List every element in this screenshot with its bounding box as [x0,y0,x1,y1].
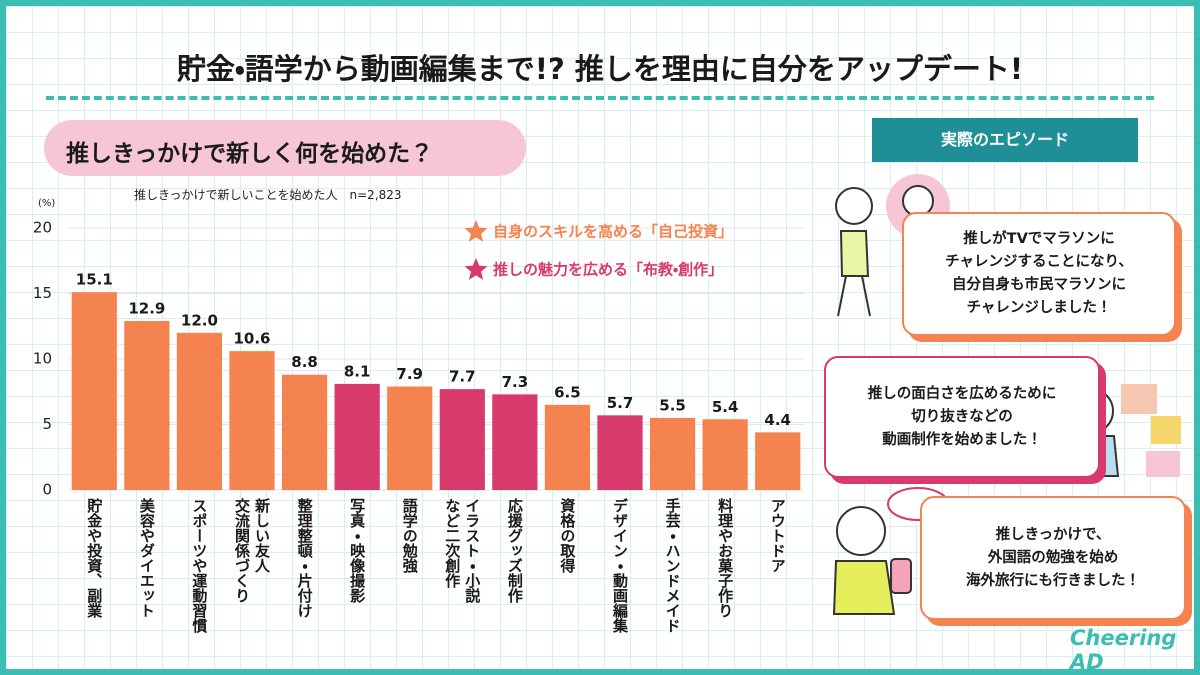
chart-title: 推しきっかけで新しく何を始めた？ [66,141,434,167]
bar [544,404,591,490]
bar [334,383,380,490]
episode-line: 切り抜きなどの [911,408,1013,425]
x-tick-label: 応援グッズ制作 [505,498,524,603]
x-tick-label: 整理整頓・片付け [295,498,314,618]
episode-line: 推しがTVでマラソンに [963,231,1115,247]
value-label: 12.9 [128,300,165,318]
episode-line: 海外旅行にも行きました！ [966,572,1140,589]
bar [702,419,748,490]
episode-line: チャレンジすることになり、 [945,254,1133,270]
bar [492,394,538,490]
y-tick-label: 0 [42,481,52,499]
chart: 0 5 10 15 20 15.1 12.9 12.0 10.6 8.8 8.1 7.9 7.7 7.3 6… [33,174,1181,615]
chart-subtitle: 推しきっかけで新しいことを始めた人 n=2,823 [134,188,402,202]
y-tick-label: 5 [42,415,52,433]
y-tick-label: 20 [33,219,52,237]
legend-marker [464,220,488,242]
value-label: 4.4 [764,411,791,429]
value-label: 5.4 [712,398,739,416]
value-label: 7.9 [396,365,423,383]
x-tick-label: 新しい友人 交流関係づくり [233,498,271,603]
episode-line: 自分自身も市民マラソンに [952,277,1126,293]
y-tick-label: 15 [33,284,52,302]
legend-label: 自身のスキルを高める「自己投資」 [493,223,733,241]
x-tick-label: アウトドア [768,498,787,573]
divider [46,96,1154,100]
value-label: 7.7 [449,368,476,386]
value-label: 10.6 [233,330,270,348]
value-label: 5.5 [659,396,686,414]
value-label: 8.1 [344,362,371,380]
bar [176,332,223,490]
bar [387,386,433,490]
episode-box: 推しの面白さを広めるために 切り抜きなどの動画制作を始めました！ [824,356,1100,478]
question-bubble [44,120,526,176]
x-tick-label: スポーツや運動習慣 [190,498,209,633]
episode-line: 動画制作を始めました！ [882,431,1042,448]
episode-line: 推しきっかけで、 [995,526,1111,543]
value-label: 5.7 [607,394,634,412]
x-tick-label: デザイン・動画編集 [611,498,629,633]
bar [439,389,485,490]
page-title: 貯金・語学から動画編集まで!? 推しを理由に自分をアップデート! [176,52,1024,86]
legend-label: 推しの魅力を広める「布教・創作」 [493,261,723,279]
x-tick-label: 写真・映像撮影 [348,498,367,603]
x-tick-label: 料理やお菓子作り [716,498,735,618]
value-label: 6.5 [554,383,581,401]
bar [597,415,643,490]
value-label: 15.1 [76,271,113,289]
logo: Cheering AD [1070,626,1177,674]
episode-box: 推しがTVでマラソンにチャレンジすることになり、 自分自身も市民マラソンに チャレン… [902,212,1176,336]
y-tick-label: 10 [33,350,52,368]
x-tick-label: 手芸・ハンドメイド [663,498,682,633]
bar [229,351,275,490]
x-tick-label: 貯金や投資、副業 [85,498,104,618]
episode-line: 推しの面白さを広めるために [867,385,1057,402]
x-tick-label: 資格の取得 [558,498,577,573]
value-label: 7.3 [502,373,529,391]
episode-line: チャレンジしました！ [966,300,1112,316]
value-label: 8.8 [291,353,318,371]
bar [649,417,696,490]
episode-line: 外国語の勉強を始め [987,549,1119,566]
episodes-heading: 実際のエピソード [872,118,1138,162]
x-tick-label: イラスト・小説 など二次創作 [443,498,482,603]
bar [124,321,170,490]
y-unit: (%) [38,198,56,209]
episode-box: 推しきっかけで、 外国語の勉強を始め海外旅行にも行きました！ [920,496,1186,620]
x-tick-label: 美容やダイエット [137,498,156,618]
x-tick-label: 語学の勉強 [400,498,419,573]
bar [281,374,328,490]
bar [71,292,117,490]
bar [755,432,801,490]
value-label: 12.0 [181,311,218,329]
legend-marker [464,258,488,280]
